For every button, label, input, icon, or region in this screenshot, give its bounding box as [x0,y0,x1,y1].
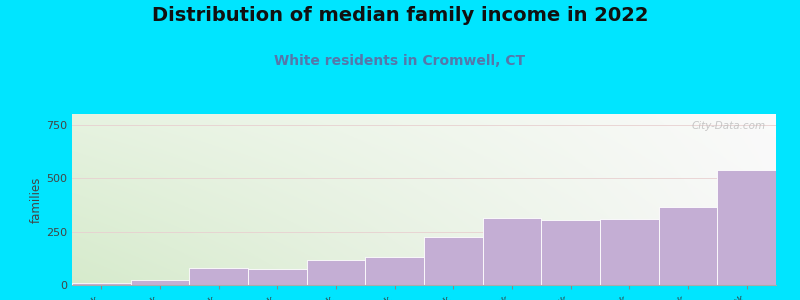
Y-axis label: families: families [30,176,43,223]
Bar [482,218,542,285]
Bar [718,169,776,285]
Bar [130,280,190,285]
Bar [424,237,482,285]
Bar [306,260,366,285]
Bar [366,257,424,285]
Text: Distribution of median family income in 2022: Distribution of median family income in … [152,6,648,25]
Bar [542,220,600,285]
Bar [248,269,306,285]
Bar [600,219,658,285]
Text: White residents in Cromwell, CT: White residents in Cromwell, CT [274,54,526,68]
Bar [658,207,718,285]
Text: City-Data.com: City-Data.com [691,121,766,131]
Bar [190,268,248,285]
Bar [72,283,130,285]
